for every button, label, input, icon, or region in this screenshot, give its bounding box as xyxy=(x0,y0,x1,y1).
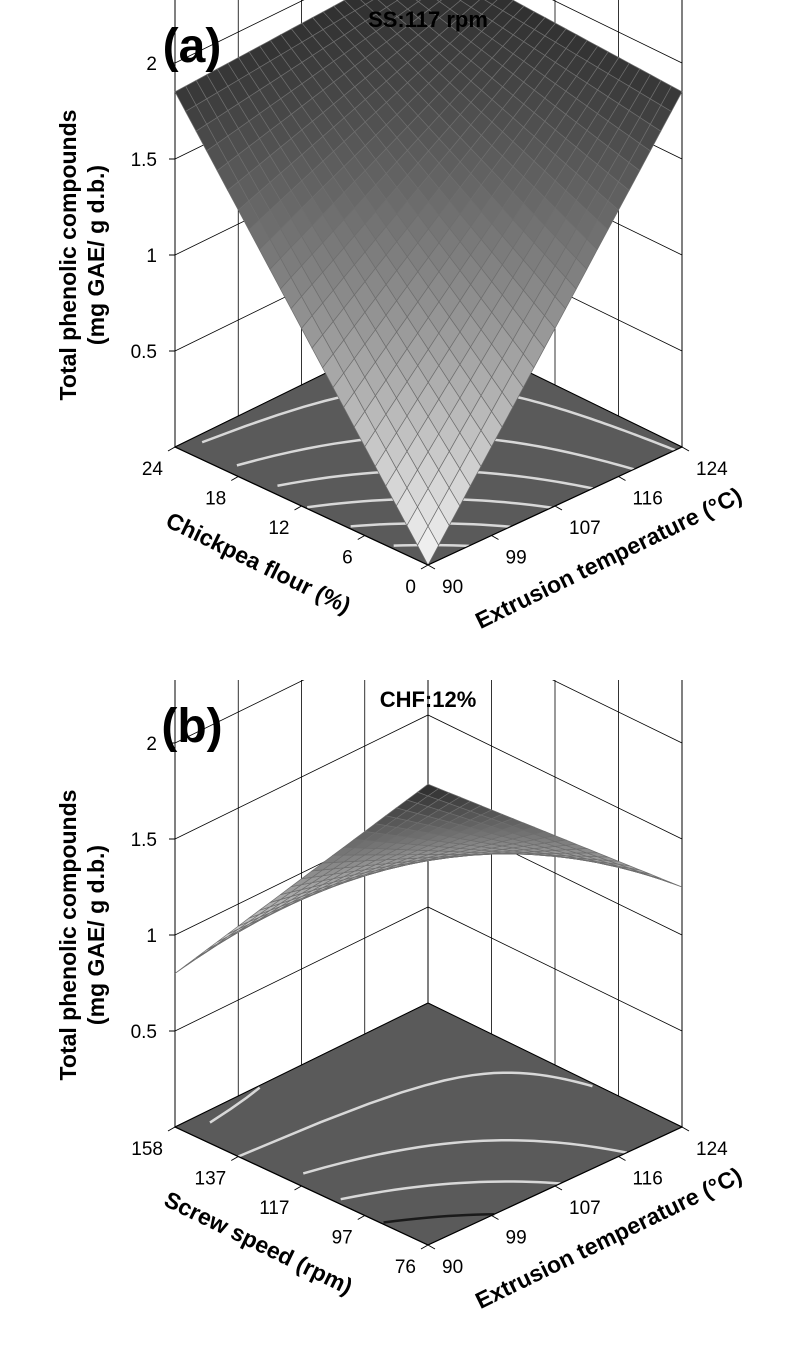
z-tick-label: 1 xyxy=(146,246,157,267)
y-tick-label: 116 xyxy=(633,489,663,510)
z-axis-title: Total phenolic compounds(mg GAE/ g d.b.) xyxy=(55,790,109,1081)
panel-title: SS:117 rpm xyxy=(368,7,488,32)
x-tick-mark xyxy=(295,1186,302,1190)
y-tick-label: 124 xyxy=(696,1139,728,1160)
z-tick-label: 1.5 xyxy=(131,830,157,851)
z-tick-label: 0.5 xyxy=(131,342,157,363)
x-tick-mark xyxy=(168,1127,175,1131)
x-tick-mark xyxy=(231,477,238,481)
y-tick-label: 107 xyxy=(569,518,601,539)
z-tick-label: 1 xyxy=(146,926,157,947)
z-tick-label: 1.5 xyxy=(131,150,157,171)
y-tick-label: 124 xyxy=(696,459,728,480)
x-tick-mark xyxy=(358,1216,365,1220)
y-tick-label: 107 xyxy=(569,1198,601,1219)
x-axis-title: Chickpea flour (%) xyxy=(162,507,355,619)
x-tick-label: 12 xyxy=(268,518,289,539)
x-tick-label: 117 xyxy=(259,1198,289,1219)
y-tick-mark xyxy=(619,477,626,481)
y-tick-mark xyxy=(619,1157,626,1161)
x-tick-label: 0 xyxy=(405,577,416,598)
z-axis-title: Total phenolic compounds(mg GAE/ g d.b.) xyxy=(55,110,109,401)
x-tick-mark xyxy=(231,1157,238,1161)
y-tick-label: 90 xyxy=(442,1257,463,1278)
x-tick-label: 137 xyxy=(195,1169,227,1190)
x-tick-mark xyxy=(421,1245,428,1249)
y-tick-label: 99 xyxy=(506,548,527,569)
y-tick-mark xyxy=(492,1216,499,1220)
y-tick-mark xyxy=(428,1245,435,1249)
y-tick-label: 90 xyxy=(442,577,463,598)
x-tick-mark xyxy=(421,565,428,569)
surface-chart-b: 0.511.522.576971171371589099107116124Scr… xyxy=(0,680,803,1360)
y-tick-label: 99 xyxy=(506,1228,527,1249)
y-tick-mark xyxy=(555,1186,562,1190)
chart-panel-b: 0.511.522.576971171371589099107116124Scr… xyxy=(0,680,803,1360)
z-tick-label: 2 xyxy=(146,54,157,75)
x-tick-label: 18 xyxy=(205,489,226,510)
y-tick-mark xyxy=(492,536,499,540)
x-tick-mark xyxy=(358,536,365,540)
x-tick-mark xyxy=(168,447,175,451)
chart-panel-a: 0.511.522.5061218249099107116124Chickpea… xyxy=(0,0,803,680)
x-tick-label: 6 xyxy=(342,548,353,569)
surface-chart-a: 0.511.522.5061218249099107116124Chickpea… xyxy=(0,0,803,680)
y-tick-mark xyxy=(428,565,435,569)
x-tick-label: 97 xyxy=(332,1228,353,1249)
y-tick-mark xyxy=(682,1127,689,1131)
x-tick-label: 158 xyxy=(131,1139,163,1160)
z-tick-label: 2 xyxy=(146,734,157,755)
x-tick-mark xyxy=(295,506,302,510)
x-tick-label: 76 xyxy=(395,1257,416,1278)
y-tick-label: 116 xyxy=(633,1169,663,1190)
panel-title: CHF:12% xyxy=(380,687,477,712)
y-tick-mark xyxy=(682,447,689,451)
z-tick-label: 0.5 xyxy=(131,1022,157,1043)
x-tick-label: 24 xyxy=(142,459,164,480)
panel-label: (b) xyxy=(161,700,222,753)
panel-label: (a) xyxy=(163,20,222,73)
y-tick-mark xyxy=(555,506,562,510)
